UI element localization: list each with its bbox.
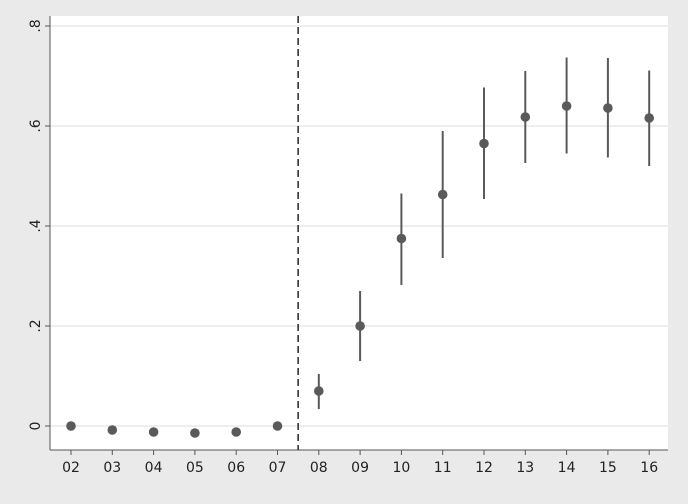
data-point (355, 321, 365, 331)
data-point (520, 112, 531, 122)
axes (45, 16, 668, 455)
x-tick-label: 12 (475, 460, 493, 476)
plot-background (50, 16, 668, 450)
data-point (437, 189, 448, 200)
grid-lines (50, 25, 668, 427)
tick-labels: 0 .2 .4 .6 .8 02 03 04 05 06 07 08 09 10 11 12 13 14 15 16 (28, 19, 658, 476)
data-point (396, 233, 407, 244)
data-point (66, 421, 76, 431)
x-tick-label: 13 (516, 460, 534, 476)
x-tick-label: 03 (103, 460, 121, 476)
x-tick-label: 06 (227, 460, 245, 476)
data-point (644, 113, 654, 123)
y-tick-label: .2 (28, 319, 44, 332)
data-point (190, 428, 200, 438)
x-tick-label: 10 (392, 460, 410, 476)
data-point (603, 103, 613, 113)
x-tick-label: 14 (558, 460, 576, 476)
y-tick-label: .4 (28, 219, 44, 232)
x-tick-label: 15 (599, 460, 617, 476)
data-point (561, 101, 572, 111)
x-tick-label: 04 (145, 460, 163, 476)
data-point (314, 386, 324, 396)
data-point (479, 138, 489, 149)
y-tick-label: 0 (28, 422, 44, 431)
data-point (107, 425, 118, 435)
y-tick-label: .8 (28, 19, 44, 32)
x-tick-label: 11 (434, 460, 452, 476)
x-tick-label: 08 (310, 460, 328, 476)
data-points (66, 101, 654, 438)
x-tick-label: 07 (269, 460, 287, 476)
x-tick-label: 16 (640, 460, 658, 476)
x-tick-label: 02 (62, 460, 80, 476)
data-point (148, 427, 159, 437)
data-point (272, 421, 283, 431)
x-tick-label: 05 (186, 460, 204, 476)
y-tick-label: .6 (28, 119, 44, 132)
data-point (231, 427, 241, 437)
x-tick-label: 09 (351, 460, 369, 476)
